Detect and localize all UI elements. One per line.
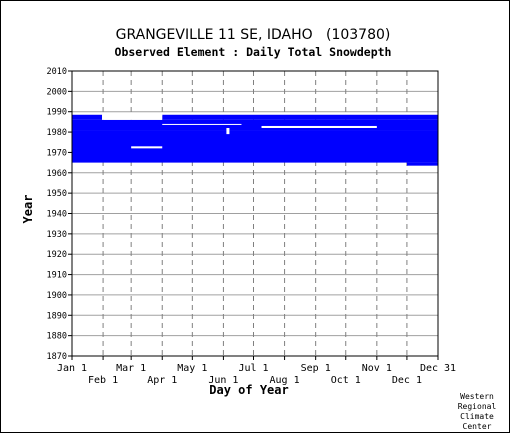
y-tick-label-1960: 1960 bbox=[47, 169, 67, 179]
data-block-2 bbox=[72, 119, 438, 131]
x-tick-label-jun-1: Jun 1 bbox=[208, 375, 238, 386]
y-tick-label-1890: 1890 bbox=[47, 311, 67, 321]
x-tick-label-aug-1: Aug 1 bbox=[270, 375, 300, 386]
x-axis-label: Day of Year bbox=[209, 383, 288, 397]
y-tick-label-1970: 1970 bbox=[47, 148, 67, 158]
chart-title: GRANGEVILLE 11 SE, IDAHO (103780) bbox=[116, 27, 391, 43]
x-tick-label-sep-1: Sep 1 bbox=[301, 363, 331, 374]
x-tick-label-mar-1: Mar 1 bbox=[116, 363, 146, 374]
x-tick-label-dec-31: Dec 31 bbox=[420, 363, 456, 374]
data-gap-3 bbox=[162, 123, 242, 125]
chart-subtitle: Observed Element : Daily Total Snowdepth bbox=[115, 45, 392, 59]
y-axis-label: Year bbox=[21, 195, 35, 224]
y-tick-label-2000: 2000 bbox=[47, 87, 67, 97]
x-tick-label-jan-1: Jan 1 bbox=[57, 363, 87, 374]
data-gap-2 bbox=[131, 146, 163, 149]
x-tick-label-nov-1: Nov 1 bbox=[362, 363, 392, 374]
x-tick-label-dec-1: Dec 1 bbox=[392, 375, 422, 386]
data-gap-4 bbox=[261, 125, 377, 128]
y-tick-label-1990: 1990 bbox=[47, 108, 67, 118]
credit-line-3: Climate bbox=[460, 412, 494, 421]
x-tick-label-jul-1: Jul 1 bbox=[238, 363, 268, 374]
data-block-1 bbox=[72, 130, 438, 163]
x-tick-label-oct-1: Oct 1 bbox=[331, 375, 361, 386]
x-tick-label-feb-1: Feb 1 bbox=[88, 375, 118, 386]
credit-line-1: Western bbox=[460, 392, 494, 401]
credit-line-2: Regional bbox=[458, 402, 497, 411]
x-tick-label-apr-1: Apr 1 bbox=[147, 375, 177, 386]
data-gap-5 bbox=[226, 128, 230, 135]
y-tick-label-1940: 1940 bbox=[47, 210, 67, 220]
plot-area: 2010 2000 1990 1980 1970 1960 1950 1940 1930 1920… bbox=[47, 67, 457, 386]
data-block-5 bbox=[406, 162, 438, 166]
y-tick-label-1870: 1870 bbox=[47, 352, 67, 362]
x-tick-label-may-1: May 1 bbox=[177, 363, 207, 374]
y-tick-label-1920: 1920 bbox=[47, 250, 67, 260]
data-block-4 bbox=[162, 114, 438, 120]
y-tick-label-1910: 1910 bbox=[47, 271, 67, 281]
y-tick-label-1950: 1950 bbox=[47, 189, 67, 199]
credit-line-4: Center bbox=[463, 422, 492, 431]
y-tick-label-2010: 2010 bbox=[47, 67, 67, 77]
data-block-3 bbox=[72, 114, 103, 120]
y-tick-label-1930: 1930 bbox=[47, 230, 67, 240]
y-tick-label-1980: 1980 bbox=[47, 128, 67, 138]
y-tick-label-1900: 1900 bbox=[47, 291, 67, 301]
y-tick-label-1880: 1880 bbox=[47, 332, 67, 342]
data-gap-1 bbox=[102, 114, 163, 120]
